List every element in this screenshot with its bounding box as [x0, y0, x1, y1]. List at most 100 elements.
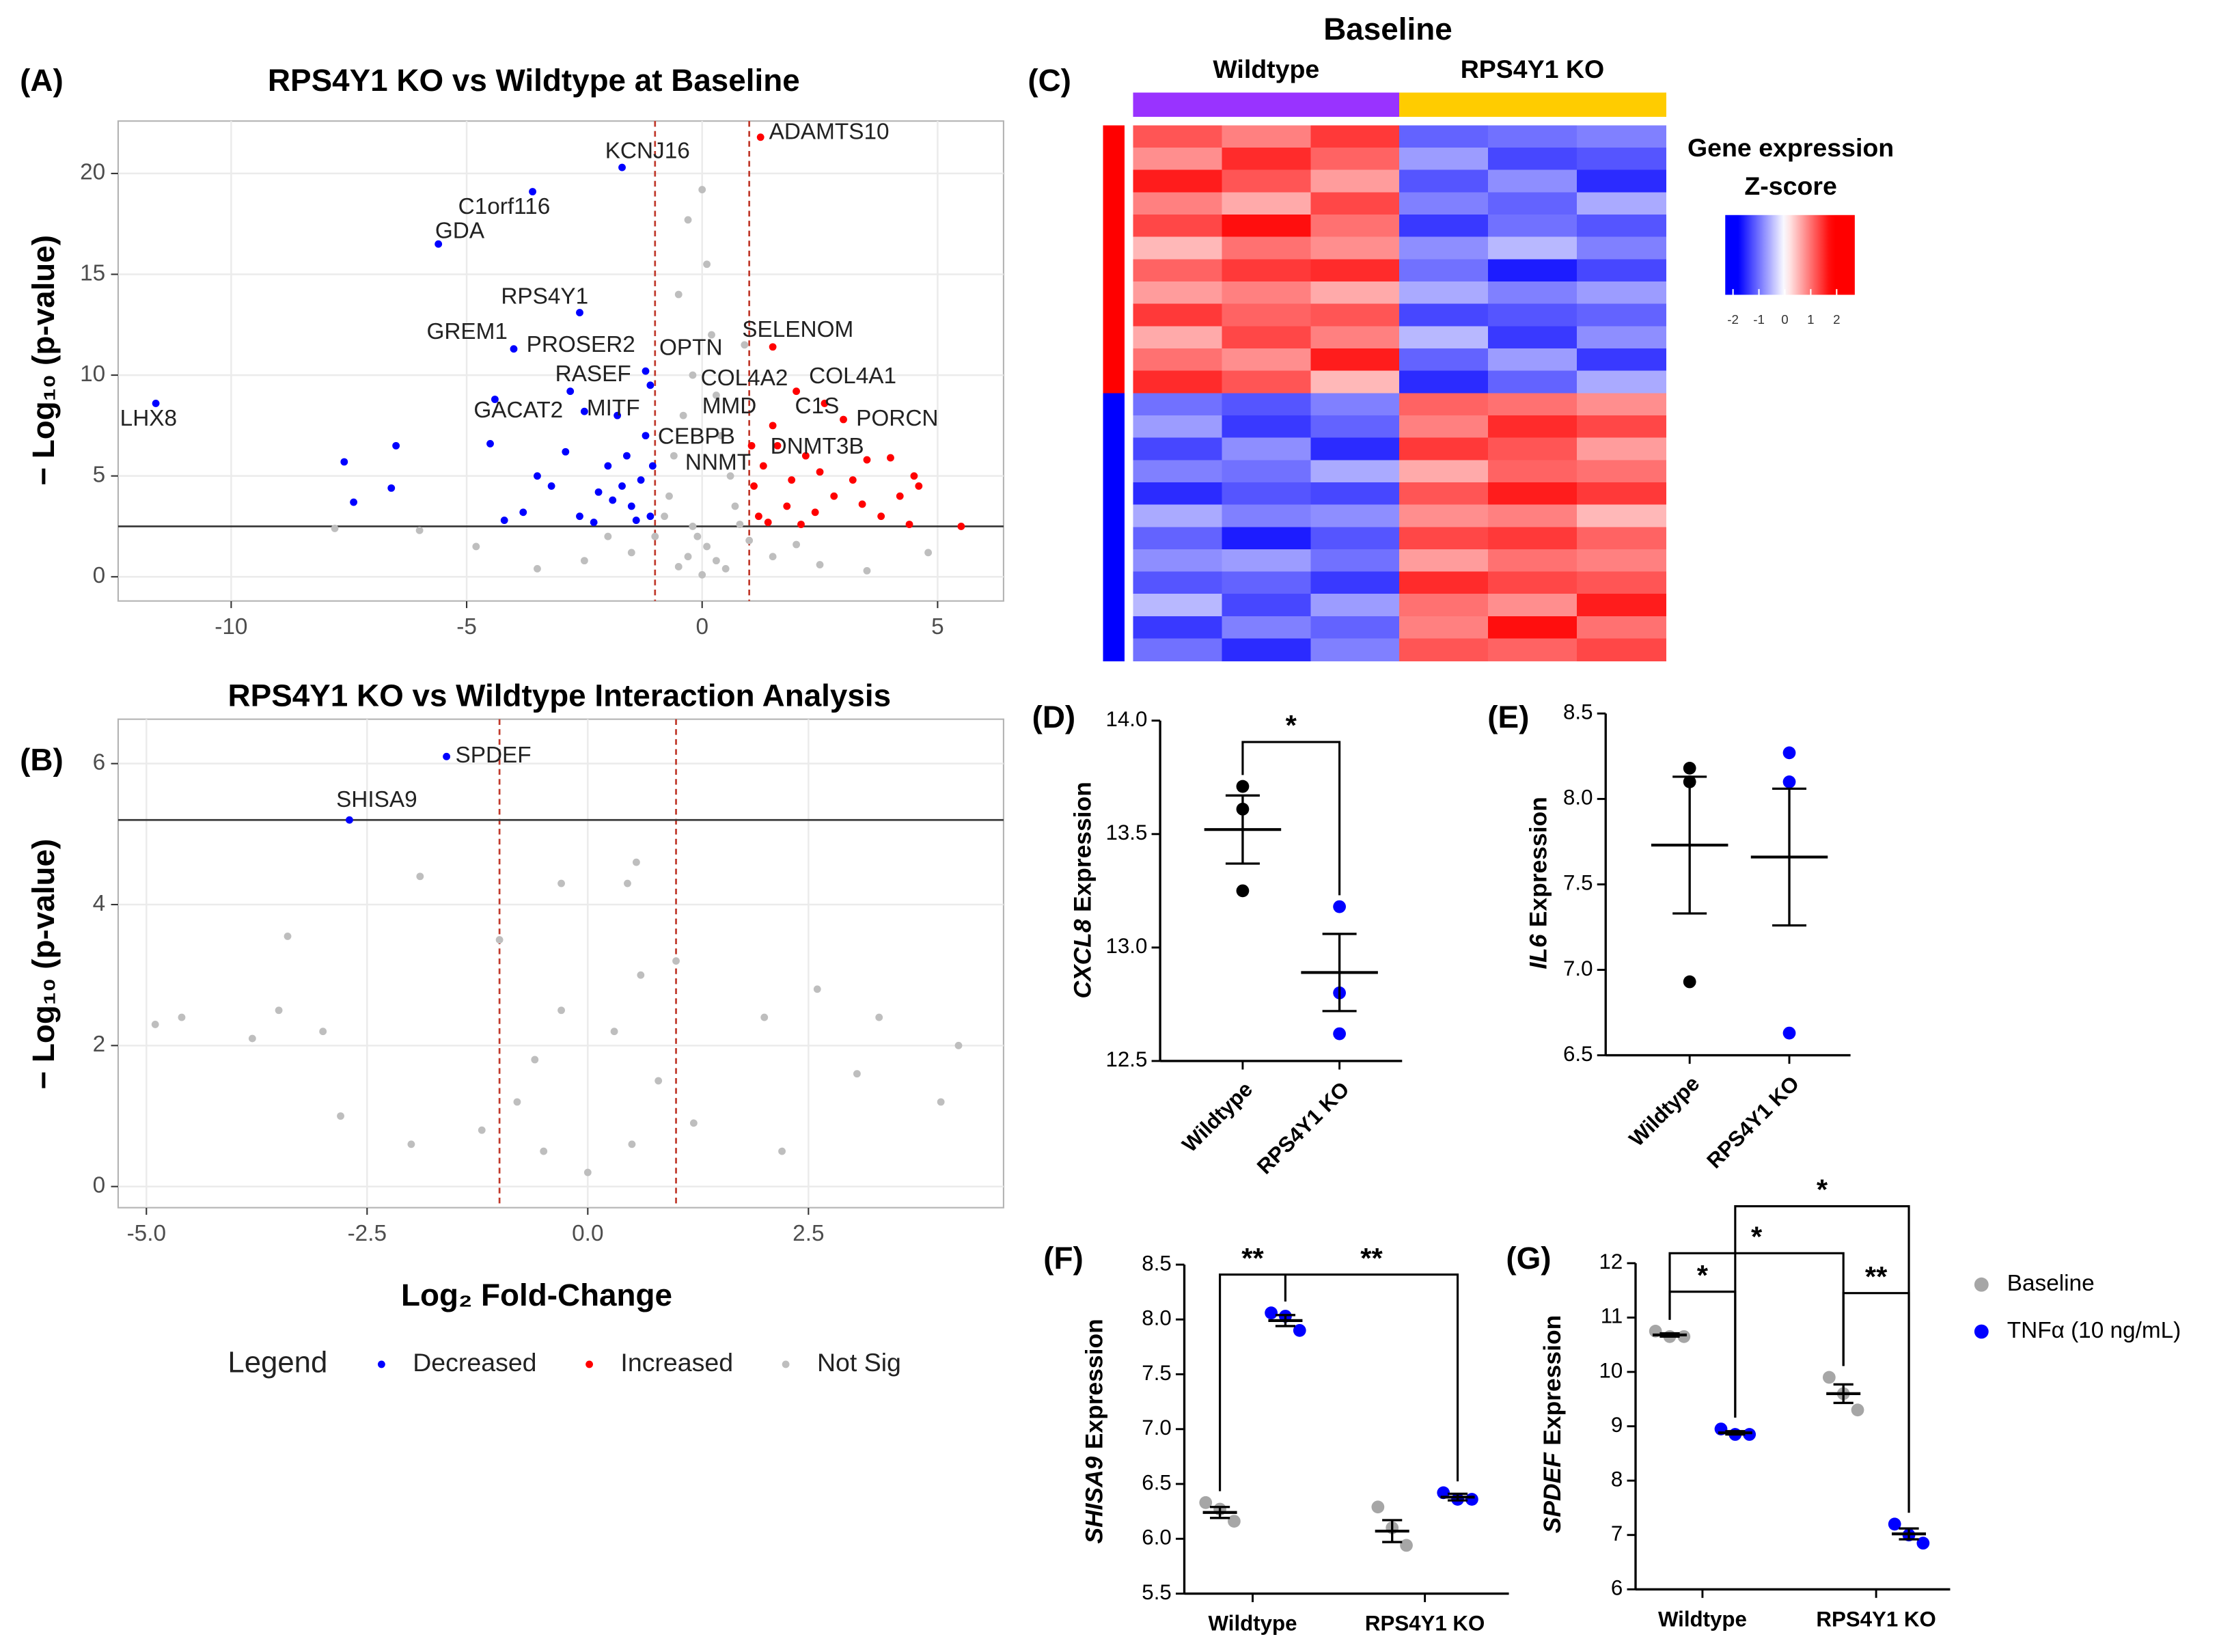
point-label: C1S: [795, 394, 840, 419]
heatmap-cell: [1488, 527, 1577, 550]
heatmap-cell: [1488, 370, 1577, 394]
y-tick-label: 15: [80, 260, 105, 286]
heatmap-cell: [1310, 125, 1401, 149]
point: [769, 422, 777, 430]
point: [875, 1013, 883, 1021]
point: [346, 816, 353, 824]
heatmap-cell: [1399, 125, 1489, 149]
point: [1228, 1515, 1241, 1528]
heatmap-cell: [1399, 549, 1489, 573]
point: [1333, 900, 1346, 913]
point: [435, 240, 443, 248]
heatmap-cell: [1576, 370, 1666, 394]
column-group-label: RPS4Y1 KO: [1461, 55, 1604, 83]
point: [1743, 1428, 1756, 1441]
point-label: RPS4Y1: [501, 284, 588, 309]
heatmap-cell: [1222, 460, 1312, 483]
y-axis-label-gene: IL6: [1525, 934, 1552, 969]
heatmap-cell: [1576, 148, 1666, 171]
panel-label: (C): [1028, 63, 1071, 98]
heatmap-cell: [1576, 215, 1666, 238]
panel-label: (G): [1506, 1241, 1551, 1276]
legend-label: Not Sig: [817, 1348, 901, 1377]
heatmap-cell: [1576, 594, 1666, 617]
heatmap-cell: [1488, 303, 1577, 327]
heatmap-cell: [1399, 259, 1489, 283]
heatmap-cell: [1576, 482, 1666, 506]
heatmap-cell: [1399, 616, 1489, 639]
legend-swatch: [377, 1360, 385, 1368]
column-group-label: Wildtype: [1213, 55, 1319, 83]
heatmap-cell: [1488, 482, 1577, 506]
row-annotation: [1103, 303, 1125, 327]
point: [529, 188, 536, 195]
point: [661, 512, 668, 521]
point: [576, 512, 583, 521]
row-annotation: [1103, 192, 1125, 216]
point: [1782, 746, 1796, 760]
row-annotation: [1103, 527, 1125, 550]
point: [896, 492, 904, 500]
heatmap-cell: [1310, 415, 1401, 439]
y-tick-label: 6.0: [1142, 1526, 1171, 1550]
heatmap-cell: [1310, 638, 1401, 662]
point: [646, 512, 655, 521]
heatmap-cell: [1488, 125, 1577, 149]
heatmap-cell: [1399, 638, 1489, 662]
y-axis-label-gene: CXCL8: [1069, 919, 1097, 998]
y-tick-label: 13.0: [1106, 934, 1148, 958]
heatmap-cell: [1488, 215, 1577, 238]
heatmap-cell: [1310, 527, 1401, 550]
point-label: SELENOM: [742, 317, 853, 342]
heatmap-cell: [1222, 482, 1312, 506]
y-tick-label: 10: [80, 361, 105, 387]
point: [717, 432, 725, 440]
heatmap-cell: [1488, 415, 1577, 439]
point: [519, 508, 527, 517]
row-annotation: [1103, 460, 1125, 483]
heatmap-cell: [1399, 236, 1489, 260]
row-annotation: [1103, 215, 1125, 238]
panel-label: (F): [1043, 1241, 1084, 1276]
point: [495, 936, 504, 944]
y-tick-label: 7.0: [1142, 1416, 1171, 1440]
point: [830, 492, 838, 500]
point: [624, 879, 631, 887]
significance-label: **: [1360, 1242, 1383, 1274]
chart-title: RPS4Y1 KO vs Wildtype Interaction Analys…: [228, 678, 892, 713]
point: [1822, 1371, 1836, 1384]
row-annotation: [1103, 370, 1125, 394]
y-tick-label: 0: [93, 563, 106, 588]
point: [957, 523, 965, 530]
y-tick-label: 0: [93, 1172, 106, 1198]
heatmap-cell: [1222, 125, 1312, 149]
colorbar: [1725, 215, 1855, 295]
heatmap-cell: [1222, 415, 1312, 439]
y-tick-label: 10: [1599, 1358, 1623, 1382]
heatmap-cell: [1488, 460, 1577, 483]
y-tick-label: 8.0: [1563, 786, 1593, 810]
point: [531, 1056, 539, 1064]
significance-label: **: [1865, 1261, 1888, 1293]
point: [618, 163, 626, 171]
point-label: C1orf116: [458, 194, 551, 219]
heatmap-cell: [1576, 460, 1666, 483]
heatmap-cell: [1133, 125, 1223, 149]
point-label: SPDEF: [456, 743, 532, 768]
y-tick-label: 6.5: [1142, 1470, 1171, 1494]
point: [750, 482, 758, 490]
point: [534, 565, 541, 573]
colorbar-tick-label: 2: [1833, 312, 1840, 327]
y-tick-label: 7.0: [1563, 956, 1593, 980]
y-tick-label: 5.5: [1142, 1580, 1171, 1604]
point: [576, 309, 583, 316]
heatmap-cell: [1222, 527, 1312, 550]
heatmap-cell: [1488, 594, 1577, 617]
heatmap-cell: [1488, 616, 1577, 639]
y-tick-label: 13.5: [1106, 821, 1148, 844]
point: [689, 523, 697, 530]
point: [580, 557, 588, 565]
significance-label: *: [1817, 1174, 1828, 1206]
significance-bracket: [1284, 1274, 1459, 1482]
